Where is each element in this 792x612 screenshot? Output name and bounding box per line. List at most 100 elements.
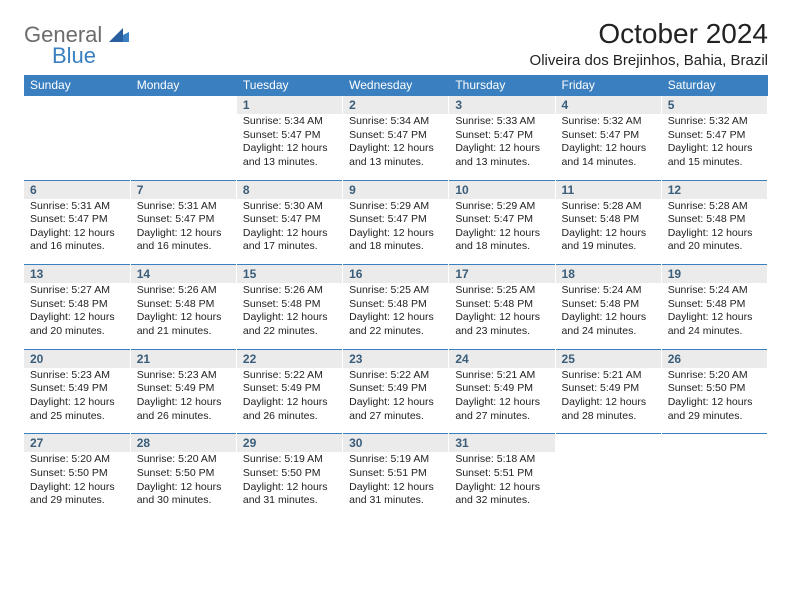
detail-cell: Sunrise: 5:22 AMSunset: 5:49 PMDaylight:… bbox=[236, 368, 342, 434]
detail-cell: Sunrise: 5:28 AMSunset: 5:48 PMDaylight:… bbox=[555, 199, 661, 265]
date-cell: 1 bbox=[236, 96, 342, 115]
sunrise-text: Sunrise: 5:31 AM bbox=[30, 200, 124, 214]
day-header: Saturday bbox=[661, 75, 767, 96]
sunset-text: Sunset: 5:47 PM bbox=[668, 129, 761, 143]
month-title: October 2024 bbox=[530, 18, 768, 50]
sunset-text: Sunset: 5:47 PM bbox=[562, 129, 655, 143]
daylight-text: Daylight: 12 hours and 30 minutes. bbox=[137, 481, 230, 508]
date-cell: 2 bbox=[343, 96, 449, 115]
detail-cell: Sunrise: 5:31 AMSunset: 5:47 PMDaylight:… bbox=[24, 199, 130, 265]
detail-row: Sunrise: 5:31 AMSunset: 5:47 PMDaylight:… bbox=[24, 199, 768, 265]
date-cell: 10 bbox=[449, 180, 555, 199]
daylight-text: Daylight: 12 hours and 19 minutes. bbox=[562, 227, 655, 254]
daylight-text: Daylight: 12 hours and 16 minutes. bbox=[30, 227, 124, 254]
logo-triangle-icon bbox=[109, 28, 129, 47]
date-cell: 18 bbox=[555, 265, 661, 284]
day-header: Thursday bbox=[449, 75, 555, 96]
detail-cell: Sunrise: 5:29 AMSunset: 5:47 PMDaylight:… bbox=[449, 199, 555, 265]
daylight-text: Daylight: 12 hours and 13 minutes. bbox=[243, 142, 336, 169]
logo-text-block: General Blue bbox=[24, 24, 129, 67]
day-header: Tuesday bbox=[236, 75, 342, 96]
location: Oliveira dos Brejinhos, Bahia, Brazil bbox=[530, 52, 768, 69]
date-cell: 26 bbox=[661, 349, 767, 368]
detail-cell: Sunrise: 5:21 AMSunset: 5:49 PMDaylight:… bbox=[555, 368, 661, 434]
date-cell: 9 bbox=[343, 180, 449, 199]
detail-cell bbox=[661, 452, 767, 518]
date-row: 12345 bbox=[24, 96, 768, 115]
sunset-text: Sunset: 5:48 PM bbox=[562, 298, 655, 312]
date-cell: 14 bbox=[130, 265, 236, 284]
sunrise-text: Sunrise: 5:24 AM bbox=[668, 284, 761, 298]
sunset-text: Sunset: 5:51 PM bbox=[349, 467, 442, 481]
daylight-text: Daylight: 12 hours and 24 minutes. bbox=[562, 311, 655, 338]
detail-cell: Sunrise: 5:24 AMSunset: 5:48 PMDaylight:… bbox=[661, 283, 767, 349]
sunset-text: Sunset: 5:48 PM bbox=[137, 298, 230, 312]
daylight-text: Daylight: 12 hours and 26 minutes. bbox=[243, 396, 336, 423]
daylight-text: Daylight: 12 hours and 24 minutes. bbox=[668, 311, 761, 338]
sunset-text: Sunset: 5:50 PM bbox=[668, 382, 761, 396]
detail-row: Sunrise: 5:20 AMSunset: 5:50 PMDaylight:… bbox=[24, 452, 768, 518]
logo-text-blue: Blue bbox=[52, 45, 129, 67]
sunrise-text: Sunrise: 5:22 AM bbox=[243, 369, 336, 383]
date-cell: 28 bbox=[130, 434, 236, 453]
date-cell bbox=[661, 434, 767, 453]
calendar-table: Sunday Monday Tuesday Wednesday Thursday… bbox=[24, 75, 768, 518]
daylight-text: Daylight: 12 hours and 15 minutes. bbox=[668, 142, 761, 169]
calendar-body: 12345Sunrise: 5:34 AMSunset: 5:47 PMDayl… bbox=[24, 96, 768, 518]
date-cell: 27 bbox=[24, 434, 130, 453]
daylight-text: Daylight: 12 hours and 27 minutes. bbox=[349, 396, 442, 423]
sunset-text: Sunset: 5:48 PM bbox=[668, 213, 761, 227]
sunset-text: Sunset: 5:48 PM bbox=[30, 298, 124, 312]
date-cell: 24 bbox=[449, 349, 555, 368]
daylight-text: Daylight: 12 hours and 29 minutes. bbox=[668, 396, 761, 423]
detail-cell bbox=[130, 114, 236, 180]
sunrise-text: Sunrise: 5:21 AM bbox=[455, 369, 548, 383]
detail-cell: Sunrise: 5:34 AMSunset: 5:47 PMDaylight:… bbox=[236, 114, 342, 180]
daylight-text: Daylight: 12 hours and 31 minutes. bbox=[243, 481, 336, 508]
sunset-text: Sunset: 5:47 PM bbox=[30, 213, 124, 227]
sunset-text: Sunset: 5:49 PM bbox=[137, 382, 230, 396]
date-cell bbox=[130, 96, 236, 115]
detail-cell: Sunrise: 5:18 AMSunset: 5:51 PMDaylight:… bbox=[449, 452, 555, 518]
daylight-text: Daylight: 12 hours and 27 minutes. bbox=[455, 396, 548, 423]
sunset-text: Sunset: 5:49 PM bbox=[562, 382, 655, 396]
sunrise-text: Sunrise: 5:26 AM bbox=[137, 284, 230, 298]
sunrise-text: Sunrise: 5:34 AM bbox=[243, 115, 336, 129]
detail-cell bbox=[555, 452, 661, 518]
date-row: 2728293031 bbox=[24, 434, 768, 453]
day-header: Friday bbox=[555, 75, 661, 96]
sunset-text: Sunset: 5:47 PM bbox=[243, 213, 336, 227]
detail-cell: Sunrise: 5:28 AMSunset: 5:48 PMDaylight:… bbox=[661, 199, 767, 265]
date-cell: 3 bbox=[449, 96, 555, 115]
sunrise-text: Sunrise: 5:28 AM bbox=[562, 200, 655, 214]
date-row: 6789101112 bbox=[24, 180, 768, 199]
daylight-text: Daylight: 12 hours and 29 minutes. bbox=[30, 481, 124, 508]
detail-cell: Sunrise: 5:19 AMSunset: 5:50 PMDaylight:… bbox=[236, 452, 342, 518]
sunset-text: Sunset: 5:49 PM bbox=[349, 382, 442, 396]
detail-cell: Sunrise: 5:31 AMSunset: 5:47 PMDaylight:… bbox=[130, 199, 236, 265]
detail-cell: Sunrise: 5:21 AMSunset: 5:49 PMDaylight:… bbox=[449, 368, 555, 434]
sunset-text: Sunset: 5:47 PM bbox=[455, 129, 548, 143]
calendar-page: General Blue October 2024 Oliveira dos B… bbox=[0, 0, 792, 536]
daylight-text: Daylight: 12 hours and 18 minutes. bbox=[455, 227, 548, 254]
sunrise-text: Sunrise: 5:19 AM bbox=[349, 453, 442, 467]
sunrise-text: Sunrise: 5:26 AM bbox=[243, 284, 336, 298]
sunrise-text: Sunrise: 5:33 AM bbox=[455, 115, 548, 129]
sunrise-text: Sunrise: 5:19 AM bbox=[243, 453, 336, 467]
sunrise-text: Sunrise: 5:28 AM bbox=[668, 200, 761, 214]
sunrise-text: Sunrise: 5:21 AM bbox=[562, 369, 655, 383]
detail-row: Sunrise: 5:34 AMSunset: 5:47 PMDaylight:… bbox=[24, 114, 768, 180]
daylight-text: Daylight: 12 hours and 17 minutes. bbox=[243, 227, 336, 254]
sunrise-text: Sunrise: 5:32 AM bbox=[562, 115, 655, 129]
day-header: Sunday bbox=[24, 75, 130, 96]
date-cell: 30 bbox=[343, 434, 449, 453]
sunset-text: Sunset: 5:48 PM bbox=[668, 298, 761, 312]
date-cell: 23 bbox=[343, 349, 449, 368]
detail-cell: Sunrise: 5:25 AMSunset: 5:48 PMDaylight:… bbox=[449, 283, 555, 349]
detail-cell: Sunrise: 5:19 AMSunset: 5:51 PMDaylight:… bbox=[343, 452, 449, 518]
daylight-text: Daylight: 12 hours and 26 minutes. bbox=[137, 396, 230, 423]
sunset-text: Sunset: 5:47 PM bbox=[137, 213, 230, 227]
date-cell: 5 bbox=[661, 96, 767, 115]
daylight-text: Daylight: 12 hours and 28 minutes. bbox=[562, 396, 655, 423]
daylight-text: Daylight: 12 hours and 31 minutes. bbox=[349, 481, 442, 508]
